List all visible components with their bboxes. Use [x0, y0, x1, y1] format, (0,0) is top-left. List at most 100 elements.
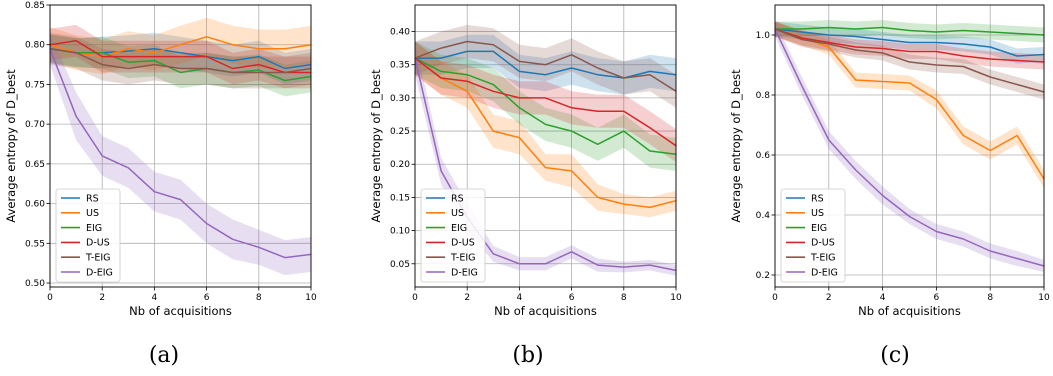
band-us	[415, 41, 676, 218]
x-tick-label: 2	[464, 293, 470, 303]
legend-entry-rs: RS	[451, 193, 464, 204]
x-tick-label: 2	[826, 293, 832, 303]
y-tick-label: 0.2	[756, 271, 770, 281]
series-line-eig	[775, 26, 1045, 36]
y-tick-label: 0.50	[25, 279, 45, 289]
series-line-eig	[414, 57, 677, 156]
y-tick-label: 1.0	[756, 31, 771, 41]
y-axis-label: Average entropy of D_best	[4, 69, 18, 223]
series-line-us	[774, 28, 1045, 180]
band-t-eig	[415, 24, 676, 108]
series-line-eig	[49, 47, 312, 82]
y-axis-label: Average entropy of D_best	[369, 69, 383, 223]
y-tick-label: 0.35	[390, 61, 410, 71]
series-line-d-eig	[774, 28, 1045, 267]
legend-entry-t-eig: T-EIG	[450, 253, 476, 264]
series-line-us	[49, 36, 312, 58]
legend-entry-rs: RS	[86, 193, 99, 204]
panel-caption: (c)	[880, 343, 910, 368]
legend-entry-eig: EIG	[451, 223, 467, 234]
series-line-rs	[774, 28, 1045, 57]
legend-entry-t-eig: T-EIG	[810, 253, 836, 264]
legend-entry-eig: EIG	[811, 223, 827, 234]
y-tick-label: 0.65	[25, 160, 45, 170]
legend-entry-d-eig: D-EIG	[811, 267, 838, 278]
x-tick-label: 0	[47, 293, 53, 303]
y-tick-label: 0.60	[25, 200, 45, 210]
x-tick-label: 8	[256, 293, 262, 303]
y-tick-label: 0.8	[756, 91, 771, 101]
series-line-d-us	[774, 28, 1045, 63]
series-line-d-us	[414, 57, 677, 147]
chart-panel-2: 0 2 4 6 8 10 0.05 0.10 0.15 0.20 0.25 0.30 0.35 0.40 N…	[369, 4, 682, 368]
legend-entry-d-us: D-US	[86, 238, 110, 249]
x-axis-label: Nb of acquisitions	[858, 304, 961, 318]
axes-frame	[774, 4, 1045, 288]
legend-entry-us: US	[811, 208, 824, 219]
x-axis-label: Nb of acquisitions	[129, 304, 232, 318]
x-tick-label: 4	[517, 293, 523, 303]
legend-entry-rs: RS	[811, 193, 824, 204]
panel-caption: (a)	[149, 343, 179, 368]
legend-entry-eig: EIG	[86, 223, 102, 234]
legend-entry-d-eig: D-EIG	[451, 267, 478, 278]
x-tick-label: 10	[1038, 293, 1050, 303]
chart-panel-1: 0 2 4 6 8 10 0.50 0.55 0.60 0.65 0.70 0.75 0.80 0.85 N…	[4, 1, 317, 368]
series-line-t-eig	[774, 28, 1045, 93]
series-line-us	[414, 57, 677, 209]
x-tick-label: 10	[670, 293, 682, 303]
x-tick-label: 8	[987, 293, 993, 303]
axes-frame	[49, 4, 312, 288]
band-d-us	[415, 41, 676, 163]
y-axis-label: Average entropy of D_best	[729, 69, 743, 223]
y-tick-label: 0.30	[390, 94, 410, 104]
y-tick-label: 0.10	[390, 227, 410, 237]
y-tick-label: 0.05	[390, 260, 410, 270]
y-tick-label: 0.80	[25, 41, 45, 51]
band-d-eig	[50, 32, 311, 276]
legend: RS US EIG D-US T-EIG D-EIG	[780, 188, 846, 283]
band-t-eig	[775, 21, 1044, 100]
legend-entry-t-eig: T-EIG	[85, 253, 111, 264]
legend: RS US EIG D-US T-EIG D-EIG	[55, 188, 121, 283]
legend-entry-d-us: D-US	[451, 238, 475, 249]
band-d-eig	[775, 21, 1044, 272]
band-eig	[50, 34, 311, 97]
y-tick-label: 0.15	[390, 193, 410, 203]
y-tick-label: 0.70	[25, 120, 45, 130]
x-tick-label: 6	[204, 293, 210, 303]
x-tick-label: 2	[99, 293, 105, 303]
x-tick-label: 4	[880, 293, 886, 303]
y-tick-label: 0.85	[25, 1, 45, 11]
x-axis-label: Nb of acquisitions	[494, 304, 597, 318]
band-t-eig	[50, 32, 311, 89]
y-tick-label: 0.20	[390, 160, 410, 170]
x-tick-label: 0	[412, 293, 418, 303]
legend-entry-us: US	[86, 208, 99, 219]
y-tick-label: 0.55	[25, 239, 45, 249]
legend-entry-d-us: D-US	[811, 238, 835, 249]
series-line-t-eig	[49, 47, 312, 74]
x-tick-label: 6	[934, 293, 940, 303]
panel-caption: (b)	[512, 343, 543, 368]
legend-entry-d-eig: D-EIG	[86, 267, 113, 278]
band-eig	[415, 41, 676, 171]
x-tick-label: 4	[152, 293, 158, 303]
y-tick-label: 0.40	[390, 28, 410, 38]
chart-panel-3: 0 2 4 6 8 10 0.2 0.4 0.6 0.8 1.0 Nb of acquisitions…	[729, 4, 1050, 368]
x-tick-label: 6	[569, 293, 575, 303]
series-line-d-us	[49, 39, 311, 74]
y-tick-label: 0.25	[390, 127, 410, 137]
series-line-rs	[415, 50, 677, 79]
legend-entry-us: US	[451, 208, 464, 219]
series-line-d-eig	[49, 48, 312, 259]
legend: RS US EIG D-US T-EIG D-EIG	[420, 188, 486, 283]
y-tick-label: 0.6	[756, 151, 771, 161]
x-tick-label: 10	[305, 293, 317, 303]
x-tick-label: 8	[621, 293, 627, 303]
y-tick-label: 0.75	[25, 80, 45, 90]
band-us	[50, 17, 311, 75]
x-tick-label: 0	[772, 293, 778, 303]
y-tick-label: 0.4	[756, 211, 771, 221]
